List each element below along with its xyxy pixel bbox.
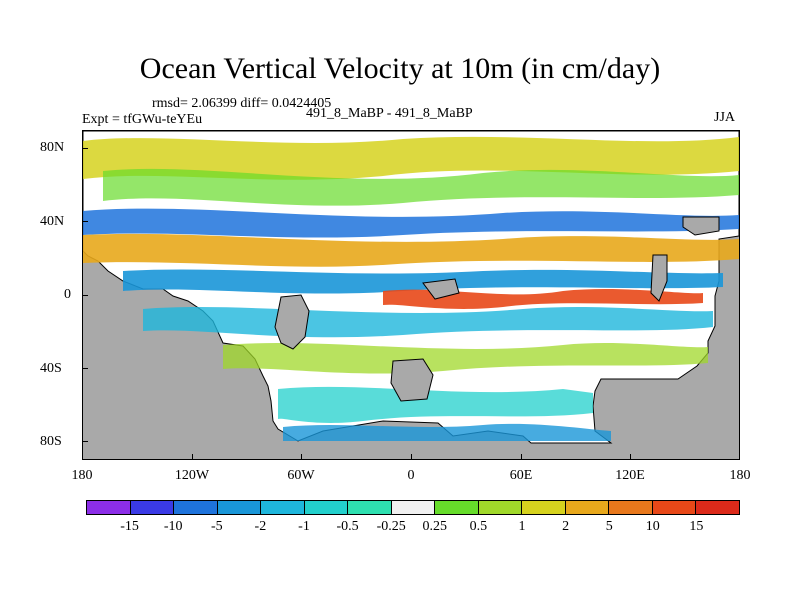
lat-tick (82, 295, 88, 296)
colorbar-label: -0.5 (336, 519, 359, 534)
lon-label-60w: 60W (287, 468, 315, 483)
colorbar-swatch (522, 501, 566, 514)
colorbar-swatch (652, 501, 697, 514)
colorbar-label: -15 (120, 519, 139, 534)
colorbar (86, 500, 740, 515)
colorbar-swatch (696, 501, 739, 514)
lon-label-120w: 120W (174, 468, 210, 483)
colorbar-label: 0.5 (469, 519, 488, 534)
colorbar-swatch (348, 501, 392, 514)
lat-label-80s: 80S (40, 434, 62, 449)
colorbar-label: 1 (518, 519, 526, 534)
velocity-bands (83, 136, 739, 441)
comparison-text: 491_8_MaBP - 491_8_MaBP (306, 106, 473, 121)
lat-label-80n: 80N (40, 140, 65, 155)
colorbar-label: -1 (298, 519, 310, 534)
lon-label-180e: 180 (729, 468, 751, 483)
colorbar-label: -10 (163, 519, 183, 534)
lon-label-180w: 180 (71, 468, 93, 483)
colorbar-swatch (609, 501, 653, 514)
colorbar-swatch (478, 501, 523, 514)
colorbar-swatch (174, 501, 218, 514)
colorbar-swatch (565, 501, 610, 514)
map-title: Ocean Vertical Velocity at 10m (in cm/da… (139, 52, 661, 85)
lon-label-60e: 60E (509, 468, 533, 483)
lon-tick (192, 454, 193, 460)
colorbar-label: 2 (562, 519, 570, 534)
experiment-text: Expt = tfGWu-teYEu (82, 112, 203, 127)
map-plot-area (82, 130, 740, 460)
colorbar-label: -2 (254, 519, 267, 534)
colorbar-swatch (391, 501, 436, 514)
colorbar-swatch (304, 501, 349, 514)
colorbar-label: -0.25 (376, 519, 406, 534)
lat-label-40s: 40S (40, 361, 62, 376)
stats-text: rmsd= 2.06399 diff= 0.0424405 (152, 96, 332, 111)
colorbar-label: 5 (605, 519, 613, 534)
colorbar-swatch (217, 501, 262, 514)
colorbar-label: 15 (689, 519, 704, 534)
lon-label-120e: 120E (615, 468, 645, 483)
colorbar-swatch (261, 501, 305, 514)
lat-tick (82, 221, 88, 222)
colorbar-label: -5 (210, 519, 223, 534)
lat-label-40n: 40N (40, 214, 65, 229)
lon-tick (521, 454, 522, 460)
lat-label-equator: 0 (64, 287, 71, 302)
lat-tick (82, 368, 88, 369)
lon-tick (630, 454, 631, 460)
map-canvas (83, 131, 739, 459)
colorbar-label: 0.25 (422, 519, 448, 534)
lat-tick (82, 148, 88, 149)
colorbar-swatch (130, 501, 175, 514)
lon-label-0: 0 (407, 468, 415, 483)
lat-tick (82, 441, 88, 442)
interior-land (274, 216, 720, 402)
lon-tick (411, 454, 412, 460)
colorbar-swatch (435, 501, 479, 514)
lon-tick (301, 454, 302, 460)
colorbar-label: 10 (645, 519, 660, 534)
colorbar-swatch (87, 501, 131, 514)
season-text: JJA (714, 110, 736, 125)
